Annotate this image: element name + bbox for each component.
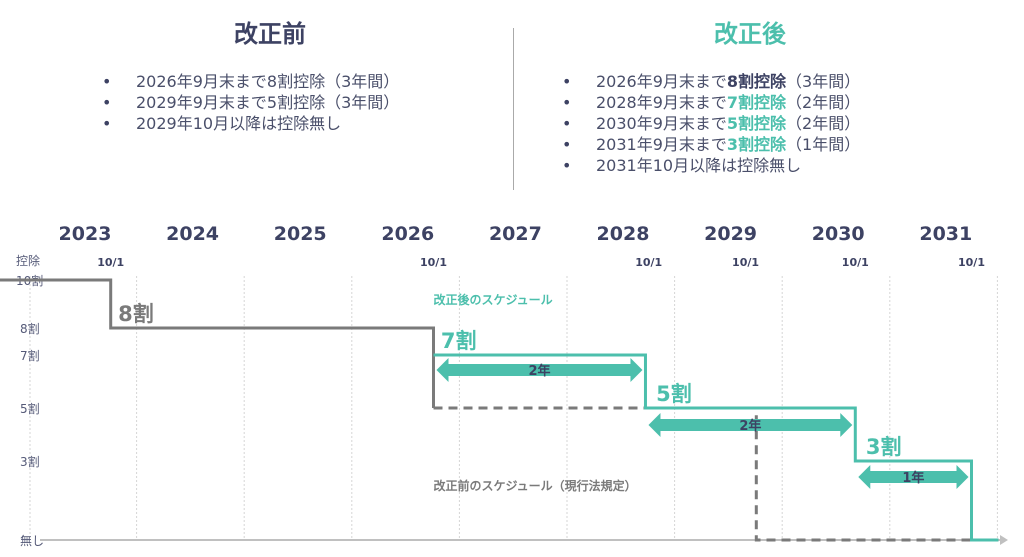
date-mark: 10/1 [842, 256, 869, 269]
before-series-dashed [433, 406, 999, 542]
duration-arrow-icon [858, 465, 969, 489]
year-label: 2025 [274, 223, 327, 245]
year-label: 2029 [704, 223, 757, 245]
year-label: 2031 [919, 223, 972, 245]
date-mark: 10/1 [635, 256, 662, 269]
year-label: 2023 [59, 223, 112, 245]
duration-arrow-icon [436, 358, 643, 382]
item-text: 2026年9月末まで [596, 72, 727, 91]
item-highlight: 7割控除 [726, 93, 787, 112]
item-text: 2031年10月以降は控除無し [596, 156, 802, 175]
y-axis-label: 控除 [16, 253, 40, 268]
y-tick-label: 3割 [20, 454, 40, 469]
item-highlight: 5割控除 [726, 114, 787, 133]
item-highlight: 8割控除 [726, 72, 787, 91]
duration-label: 2年 [739, 418, 761, 434]
after-list: 2026年9月末まで8割控除（3年間） 2028年9月末まで7割控除（2年間） … [562, 71, 950, 176]
divider [513, 28, 514, 190]
year-label: 2030 [812, 223, 865, 245]
item-duration: （3年間） [786, 72, 861, 91]
year-label: 2027 [489, 223, 542, 245]
duration-arrow-icon [648, 413, 853, 437]
list-item: 2028年9月末まで7割控除（2年間） [562, 92, 950, 113]
item-text: 2030年9月末まで [596, 114, 727, 133]
list-item: 2031年9月末まで3割控除（1年間） [562, 134, 950, 155]
after-title: 改正後 [714, 20, 786, 48]
item-duration: （1年間） [786, 135, 861, 154]
date-mark: 10/1 [97, 256, 124, 269]
y-tick-label: 8割 [20, 321, 40, 336]
year-label: 2026 [381, 223, 434, 245]
date-mark: 10/1 [958, 256, 985, 269]
item-highlight: 3割控除 [726, 135, 787, 154]
item-text: 2028年9月末まで [596, 93, 727, 112]
year-label: 2028 [597, 223, 650, 245]
y-tick-label: 7割 [20, 348, 40, 363]
item-duration: （2年間） [786, 114, 861, 133]
step-label: 8割 [118, 302, 154, 326]
after-series [433, 353, 999, 542]
before-reform-panel: 改正前 2026年9月末まで8割控除（3年間） 2029年9月末まで5割控除（3… [90, 14, 490, 134]
list-item: 2026年9月末まで8割控除（3年間） [102, 71, 490, 92]
before-title: 改正前 [234, 20, 306, 48]
list-item: 2029年10月以降は控除無し [102, 113, 490, 134]
before-series-solid [0, 278, 435, 408]
date-mark: 10/1 [732, 256, 759, 269]
y-tick-label: 5割 [20, 401, 40, 416]
list-item: 2029年9月末まで5割控除（3年間） [102, 92, 490, 113]
step-label: 5割 [656, 382, 692, 406]
duration-label: 1年 [902, 470, 924, 486]
x-axis-arrow-icon [1000, 535, 1008, 545]
list-item: 2031年10月以降は控除無し [562, 155, 950, 176]
step-label: 3割 [866, 435, 902, 459]
before-list: 2026年9月末まで8割控除（3年間） 2029年9月末まで5割控除（3年間） … [102, 71, 490, 134]
duration-label: 2年 [528, 363, 550, 379]
year-label: 2024 [166, 223, 219, 245]
series-label: 改正後のスケジュール [434, 292, 553, 307]
date-mark: 10/1 [420, 256, 447, 269]
series-label: 改正前のスケジュール（現行法規定） [434, 478, 637, 493]
list-item: 2030年9月末まで5割控除（2年間） [562, 113, 950, 134]
item-text: 2031年9月末まで [596, 135, 727, 154]
list-item: 2026年9月末まで8割控除（3年間） [562, 71, 950, 92]
y-tick-label: 無し [20, 533, 44, 548]
item-duration: （2年間） [786, 93, 861, 112]
after-reform-panel: 改正後 2026年9月末まで8割控除（3年間） 2028年9月末まで7割控除（2… [550, 14, 950, 176]
step-label: 7割 [441, 329, 477, 353]
